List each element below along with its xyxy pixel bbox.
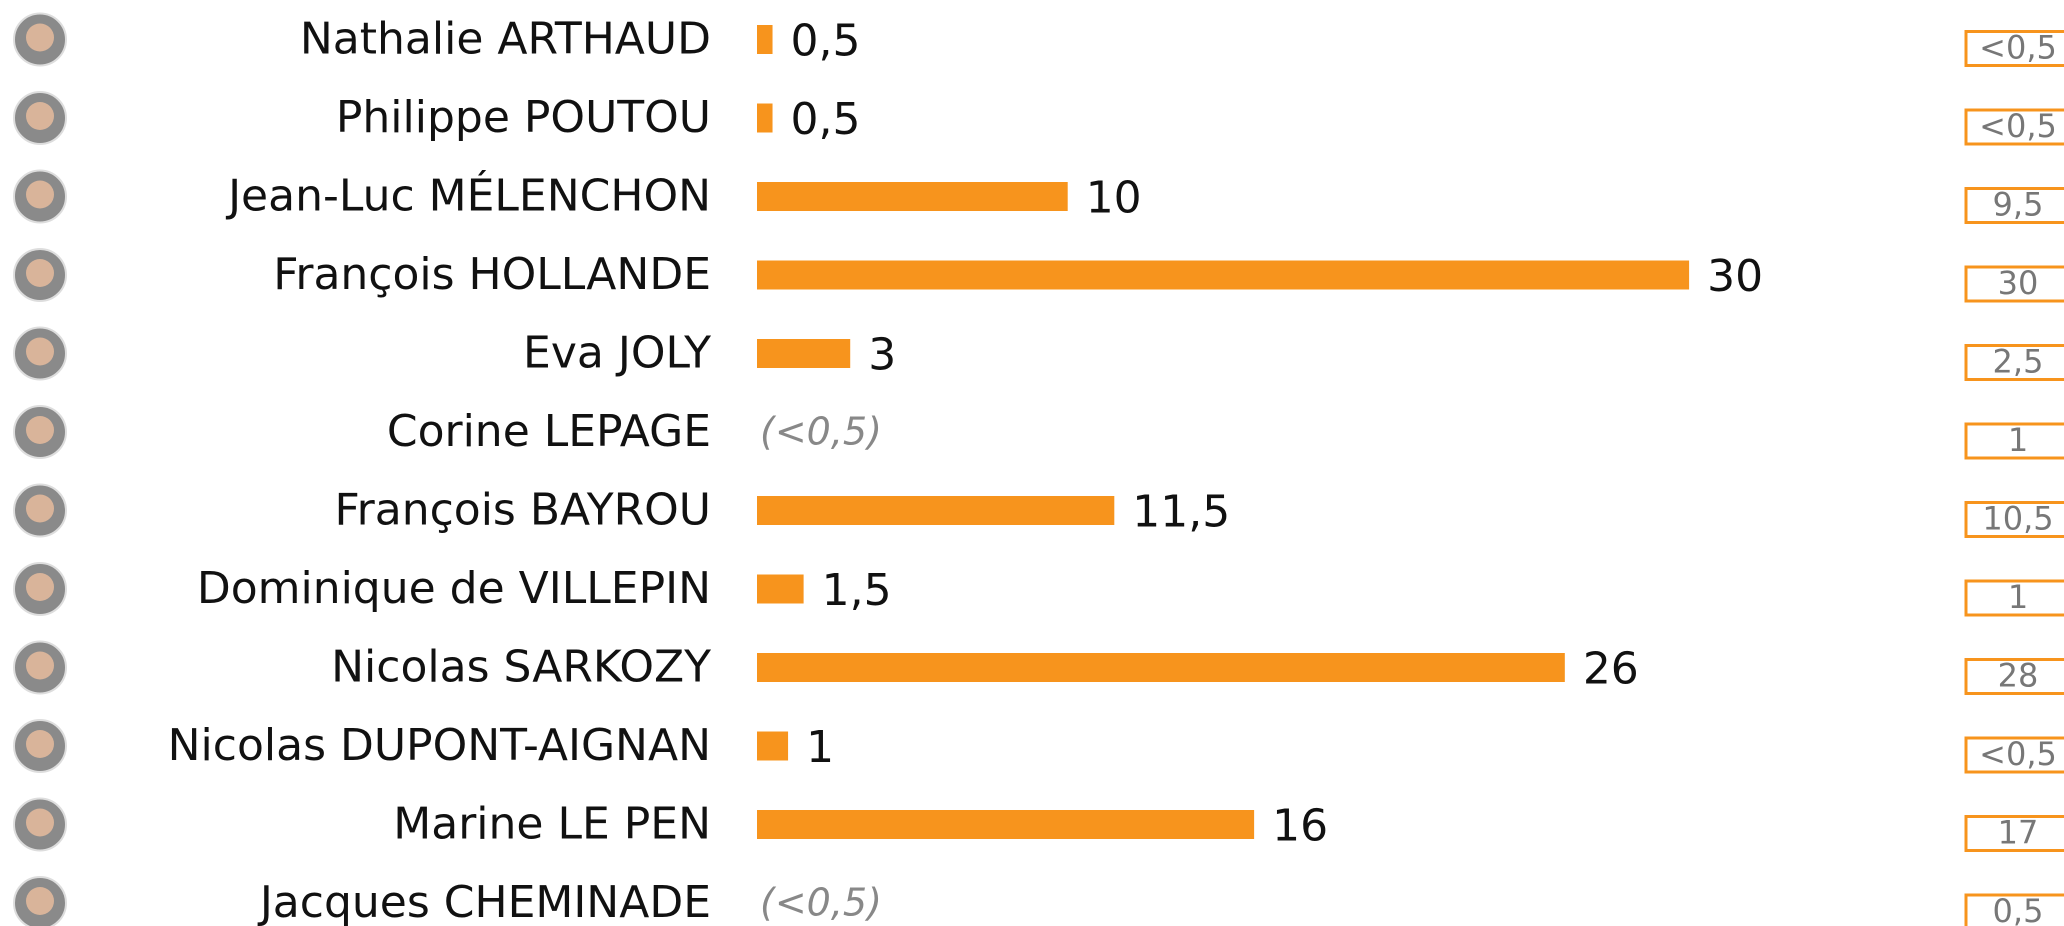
comparison-box [1964, 108, 2064, 146]
comparison-label: 30 [1998, 264, 2039, 302]
comparison-label: 10,5 [1982, 500, 2053, 538]
comparison-box [1964, 30, 2064, 67]
comparison-box [1964, 815, 2064, 852]
category-label: Dominique de VILLEPIN [197, 563, 711, 614]
avatar-face [26, 494, 54, 523]
category-label: Jacques CHEMINADE [257, 877, 711, 926]
comparison-label: 2,5 [1993, 343, 2044, 381]
bar [757, 574, 804, 604]
avatar-face [26, 887, 54, 915]
comparison-label: 28 [1998, 657, 2039, 695]
comparison-box [1964, 579, 2064, 617]
value-label: 26 [1583, 644, 1639, 695]
category-label: Marine LE PEN [393, 799, 711, 850]
comparison-box [1964, 187, 2064, 224]
category-label: Eva JOLY [523, 328, 711, 379]
comparison-label: <0,5 [1979, 29, 2057, 67]
value-label: 1,5 [822, 565, 892, 616]
comparison-box [1964, 344, 2064, 381]
value-label: 0,5 [791, 16, 861, 67]
avatar-face [26, 23, 54, 52]
category-label: Nicolas DUPONT-AIGNAN [168, 720, 711, 771]
bar [757, 103, 773, 133]
avatar-face [26, 259, 54, 287]
comparison-label: 9,5 [1993, 186, 2044, 224]
bar [757, 260, 1690, 290]
bar [757, 25, 773, 54]
value-label: 11,5 [1132, 487, 1230, 538]
comparison-box [1964, 736, 2064, 774]
comparison-label: <0,5 [1979, 735, 2057, 773]
value-label: (<0,5) [760, 881, 882, 925]
category-label: Corine LEPAGE [387, 406, 711, 457]
comparison-box [1964, 422, 2064, 460]
value-label: 16 [1272, 801, 1328, 852]
value-label: 10 [1086, 173, 1142, 224]
value-label: 0,5 [791, 94, 861, 145]
comparison-label: 17 [1998, 814, 2039, 852]
bar [757, 810, 1255, 839]
bar [757, 496, 1115, 525]
category-label: François BAYROU [335, 485, 711, 536]
avatar-face [26, 416, 54, 444]
bar [757, 653, 1565, 682]
avatar-face [26, 337, 54, 366]
comparison-label: 0,5 [1993, 892, 2044, 926]
comparison-box [1964, 265, 2064, 303]
comparison-box [1964, 501, 2064, 538]
comparison-box [1964, 893, 2064, 926]
avatar-face [26, 102, 54, 130]
avatar-face [26, 573, 54, 601]
value-label: 1 [806, 722, 834, 773]
comparison-label: <0,5 [1979, 107, 2057, 145]
value-label: (<0,5) [760, 410, 882, 454]
bar [757, 731, 789, 761]
comparison-box [1964, 658, 2064, 695]
category-label: Nicolas SARKOZY [331, 642, 711, 693]
avatar-face [26, 730, 54, 758]
avatar-face [26, 180, 54, 209]
value-label: 3 [868, 330, 896, 381]
category-label: Philippe POUTOU [336, 92, 711, 143]
value-label: 30 [1707, 251, 1763, 302]
comparison-label: 1 [2008, 578, 2028, 616]
category-label: Jean-Luc MÉLENCHON [225, 169, 711, 222]
avatar-face [26, 651, 54, 680]
category-label: François HOLLANDE [273, 249, 711, 300]
bar [757, 339, 851, 368]
bar [757, 182, 1068, 211]
avatar-face [26, 808, 54, 837]
category-label: Nathalie ARTHAUD [300, 14, 711, 65]
comparison-label: 1 [2008, 421, 2028, 459]
